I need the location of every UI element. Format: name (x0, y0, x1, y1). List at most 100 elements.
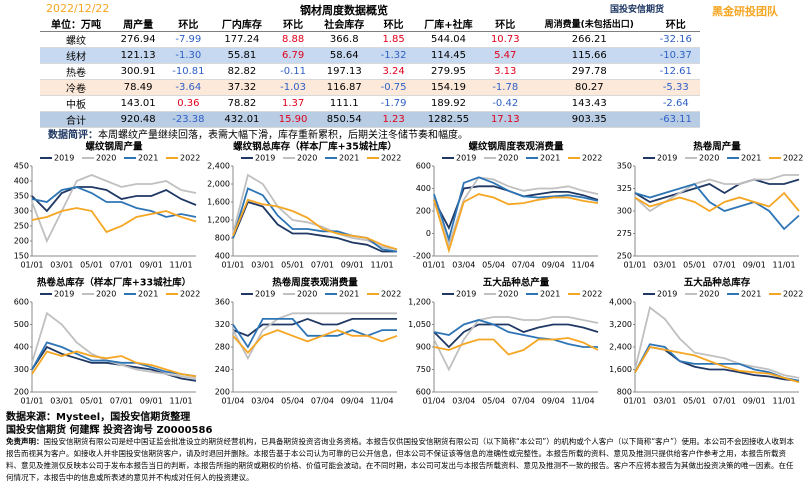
table-row: 线材 121.13 -1.30 55.81 6.79 58.64 -1.32 114.45 5.… (40, 47, 700, 64)
y-tick-label: 350 (14, 192, 29, 201)
table-cell: 189.92 (413, 95, 484, 112)
chart-title: 螺纹钢周度表观消费量 (468, 141, 564, 153)
y-tick-label: 360 (215, 298, 230, 307)
series-line (31, 345, 197, 382)
table-cell: 154.19 (413, 79, 484, 96)
series-line (31, 186, 197, 213)
report-date: 2022/12/22 (46, 2, 110, 15)
y-tick-label: 4,000 (609, 298, 632, 307)
x-tick-label: 01/01 (422, 261, 445, 270)
table-cell: 115.66 (527, 47, 652, 64)
chart-title: 热卷周产量 (693, 141, 741, 153)
x-tick-label: 01/01 (221, 261, 244, 270)
y-tick-label: 800 (215, 234, 230, 243)
x-tick-label: 11/01 (170, 261, 193, 270)
table-row: 螺纹 276.94 -7.99 177.24 8.88 366.8 1.85 544.04 10… (40, 31, 700, 48)
x-tick-label: 11/04 (371, 397, 394, 406)
row-label: 冷卷 (40, 79, 113, 96)
table-cell: 15.90 (271, 111, 315, 128)
y-tick-label: 250 (617, 252, 632, 261)
table-cell: 1282.55 (413, 111, 484, 128)
y-tick-label: 1,600 (207, 198, 230, 207)
series-line (433, 176, 599, 248)
table-cell: 297.78 (527, 63, 652, 80)
x-tick-label: 05/01 (80, 397, 103, 406)
x-tick-label: 05/01 (683, 261, 706, 270)
series-line (31, 341, 197, 378)
x-tick-label: 03/01 (653, 261, 676, 270)
x-tick-label: 03/01 (653, 397, 676, 406)
x-tick-label: 11/01 (371, 261, 394, 270)
x-tick-label: 09/01 (140, 261, 163, 270)
x-tick-label: 03/01 (50, 261, 73, 270)
x-tick-label: 01/01 (20, 397, 43, 406)
table-cell: 143.43 (527, 95, 652, 112)
chart-title: 五大品种总产量 (483, 277, 550, 289)
x-tick-label: 11/04 (572, 397, 595, 406)
chart-title: 螺纹钢总库存（样本厂库+35城社库） (233, 141, 397, 153)
row-label: 线材 (40, 47, 113, 64)
table-cell: -1.30 (164, 47, 213, 64)
row-label: 中板 (40, 95, 113, 112)
table-cell: -12.61 (651, 63, 700, 80)
series-line (634, 306, 800, 379)
y-tick-label: 240 (215, 365, 230, 374)
x-tick-label: 11/01 (170, 397, 193, 406)
table-cell: 1.37 (271, 95, 315, 112)
y-tick-label: 350 (617, 162, 632, 171)
y-tick-label: 450 (14, 162, 29, 171)
y-tick-label: 800 (617, 388, 632, 397)
table-cell: -32.16 (651, 31, 700, 48)
legend-label: 2019 (255, 154, 275, 163)
series-line (433, 176, 599, 243)
legend-label: 2021 (138, 154, 158, 163)
table-cell: 8.88 (271, 31, 315, 48)
table-cell: 55.81 (212, 47, 272, 64)
series-line (31, 311, 197, 380)
series-line (31, 350, 197, 378)
data-table: 单位：万吨 周产量 环比 厂内库存 环比 社会库存 环比 厂库+社库 环比 周消费量(未包括出口)… (40, 16, 700, 128)
chart-title: 热卷周度表观消费量 (272, 277, 358, 289)
legend-label: 2021 (540, 290, 560, 299)
table-cell: 78.49 (112, 79, 165, 96)
x-tick-label: 09/04 (542, 397, 565, 406)
disclaimer-text: 国投安信期货有限公司是经中国证监会批准设立的期货经营机构，已具备期货投资咨询业务… (6, 437, 795, 482)
x-tick-label: 05/01 (281, 261, 304, 270)
table-cell: -10.37 (651, 47, 700, 64)
legend-label: 2019 (657, 154, 677, 163)
column-header: 环比 (483, 16, 528, 32)
series-line (232, 198, 398, 251)
column-header: 环比 (651, 16, 700, 32)
x-tick-label: 03/01 (251, 261, 274, 270)
source: 数据来源：Mysteel，国投安信期货整理 (6, 412, 191, 423)
legend-label: 2022 (180, 290, 200, 299)
table-cell: -1.79 (373, 95, 414, 112)
series-line (433, 193, 599, 254)
logo: 国投安信期货 (610, 5, 665, 15)
legend-label: 2021 (138, 290, 158, 299)
table-cell: -0.75 (373, 79, 414, 96)
table-cell: 80.27 (527, 79, 652, 96)
table-cell: 116.87 (314, 79, 374, 96)
table-cell: 121.13 (112, 47, 165, 64)
x-tick-label: 05/04 (281, 397, 304, 406)
x-tick-label: 09/01 (341, 261, 364, 270)
y-tick-label: 200 (14, 388, 29, 397)
x-tick-label: 09/01 (743, 397, 766, 406)
table-cell: 850.54 (314, 111, 374, 128)
table-cell: 5.47 (483, 47, 528, 64)
legend-label: 2022 (582, 154, 602, 163)
table-cell: 0.36 (164, 95, 213, 112)
legend-label: 2022 (381, 290, 401, 299)
legend-label: 2020 (297, 290, 317, 299)
table-cell: 300.91 (112, 63, 165, 80)
x-tick-label: 03/04 (452, 261, 475, 270)
chart-title: 五大品种总库存 (684, 277, 751, 289)
column-header: 厂库+社库 (413, 16, 484, 32)
line-chart: 螺纹钢总库存（样本厂库+35城社库） 400 800 1,200 1,600 2,000 2… (207, 141, 401, 270)
x-tick-label: 11/01 (773, 397, 796, 406)
line-chart: 热卷总库存（样本厂库+33城社库） 200 300 400 500 600 01/01 03/… (14, 277, 201, 406)
x-tick-label: 05/01 (683, 397, 706, 406)
y-tick-label: 500 (14, 320, 29, 329)
y-tick-label: 1,200 (408, 298, 431, 307)
